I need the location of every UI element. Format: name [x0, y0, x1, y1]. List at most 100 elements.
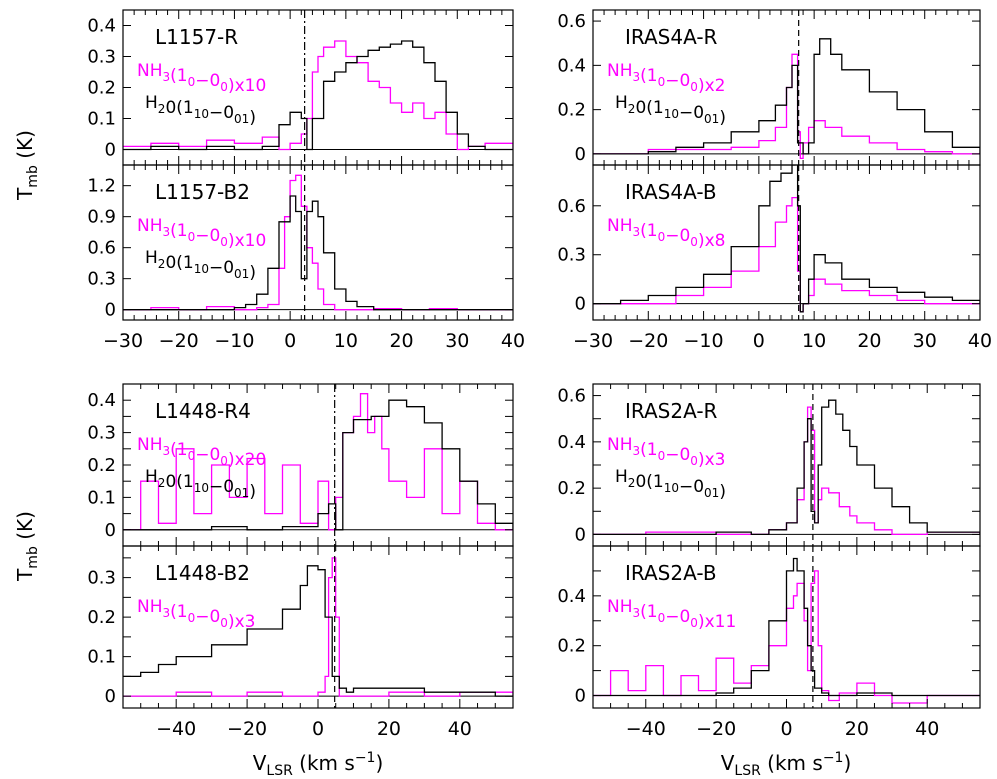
- y-tick-label: 0.3: [87, 568, 116, 589]
- nh3-spectrum: [593, 196, 980, 313]
- nh3-label: NH3(10−00)x8: [607, 216, 725, 251]
- y-tick-label: 0: [105, 520, 116, 541]
- nh3-label: NH3(10−00)x10: [137, 61, 266, 96]
- y-tick-label: 0.3: [557, 245, 586, 266]
- h2o-spectrum: [123, 565, 513, 697]
- y-tick-label: 0.3: [87, 47, 116, 68]
- y-tick-label: 0.2: [557, 636, 586, 657]
- y-axis-label-bottom: Tmb (K): [13, 511, 41, 582]
- y-tick-label: 0.6: [557, 196, 586, 217]
- y-tick-label: 0.2: [557, 478, 586, 499]
- x-tick-label: 0: [780, 718, 792, 740]
- y-tick-label: 0.2: [557, 100, 586, 121]
- h2o-label: H20(110−001): [145, 248, 256, 283]
- x-tick-label: −40: [626, 718, 666, 740]
- x-tick-label: 0: [312, 718, 324, 740]
- x-tick-label: 40: [501, 330, 525, 352]
- h2o-label: H20(110−001): [145, 467, 256, 502]
- y-tick-label: 0.1: [87, 487, 116, 508]
- x-tick-label: 30: [913, 330, 937, 352]
- panel-iras4a-r: 0 0.2 0.4 0.6 IRAS4A-R NH3(10−00)x2H20(110−00…: [557, 9, 981, 166]
- x-tick-label: 40: [448, 718, 472, 740]
- panel-title: IRAS4A-B: [625, 180, 717, 204]
- nh3-spectrum: [123, 40, 513, 151]
- x-tick-label: 10: [334, 330, 358, 352]
- x-tick-label: 10: [802, 330, 826, 352]
- panel-title: L1448-B2: [155, 561, 250, 585]
- x-tick-label: 20: [377, 718, 401, 740]
- nh3-spectrum: [593, 53, 980, 160]
- y-axis-label-top: Tmb (K): [13, 130, 41, 201]
- nh3-label: NH3(10−00)x3: [137, 597, 255, 632]
- y-tick-label: 0.6: [87, 238, 116, 259]
- x-tick-label: 20: [857, 330, 881, 352]
- h2o-spectrum: [123, 40, 513, 151]
- h2o-spectrum: [593, 399, 980, 536]
- h2o-label: H20(110−001): [615, 467, 726, 502]
- panel-iras2a-b: 0 0.2 0.4 −40 −20 0 20 40 IRAS2A-B NH3(10−00)x11: [557, 545, 981, 740]
- y-tick-label: 0.3: [87, 269, 116, 290]
- panel-l1448-b2: 0 0.1 0.2 0.3 −40 −20 0 20 40 L1448-B2 NH3(10−00)x…: [87, 545, 514, 740]
- h2o-spectrum: [593, 38, 980, 155]
- y-tick-label: 0.3: [87, 423, 116, 444]
- y-tick-label: 0.6: [557, 11, 586, 32]
- x-tick-label: 0: [284, 330, 296, 352]
- nh3-label: NH3(10−00)x3: [607, 435, 725, 470]
- h2o-spectrum: [123, 399, 513, 531]
- panel-title: IRAS2A-R: [625, 399, 718, 423]
- axis-labels: Tmb (K) Tmb (K) VLSR (km s−1) VLSR (km s−1): [13, 130, 851, 779]
- y-tick-label: 0.4: [557, 432, 586, 453]
- x-tick-label: −20: [227, 718, 267, 740]
- x-tick-label: −10: [684, 330, 724, 352]
- h2o-label: H20(110−001): [615, 93, 726, 128]
- nh3-spectrum: [123, 393, 513, 531]
- y-tick-label: 0: [575, 294, 586, 315]
- panel-l1448-r4: 0 0.1 0.2 0.3 0.4 L1448-R4 NH3(10−00)x20H20(11…: [87, 383, 514, 547]
- y-tick-label: 0: [105, 300, 116, 321]
- x-tick-label: −30: [103, 330, 143, 352]
- x-tick-label: 0: [753, 330, 765, 352]
- nh3-label: NH3(10−00)x2: [607, 61, 725, 96]
- y-tick-label: 0.4: [557, 586, 586, 607]
- h2o-spectrum: [593, 557, 980, 697]
- y-tick-label: 0.9: [87, 207, 116, 228]
- x-tick-label: 20: [845, 718, 869, 740]
- x-tick-label: 40: [968, 330, 992, 352]
- y-tick-label: 0.2: [87, 607, 116, 628]
- panel-l1157-b2: 0 0.3 0.6 0.9 1.2 −30 −20 −10 0 10 20 30 40 L1157-B2 N…: [87, 164, 525, 352]
- y-tick-label: 0.6: [557, 386, 586, 407]
- x-tick-label: −30: [573, 330, 613, 352]
- nh3-label: NH3(10−00)x20: [137, 435, 266, 470]
- y-tick-label: 0: [575, 524, 586, 545]
- x-tick-label: −40: [156, 718, 196, 740]
- panels: 00.10.20.30.4 L1157-RNH3(10−00)x10H20(110…: [87, 9, 992, 740]
- panel-title: IRAS4A-R: [625, 25, 718, 49]
- panel-frame: [122, 164, 514, 321]
- y-tick-label: 0.4: [87, 16, 116, 37]
- panel-title: L1448-R4: [155, 399, 251, 423]
- x-tick-label: 20: [389, 330, 413, 352]
- y-tick-label: 0: [575, 686, 586, 707]
- y-tick-label: 0.2: [87, 78, 116, 99]
- x-tick-label: 40: [915, 718, 939, 740]
- panel-iras2a-r: 0 0.2 0.4 0.6 IRAS2A-R NH3(10−00)x3H20(110−00…: [557, 383, 981, 547]
- h2o-spectrum: [593, 165, 980, 313]
- x-tick-label: −20: [696, 718, 736, 740]
- panel-l1157-r: 0 0.1 0.2 0.3 0.4 L1157-R NH3(10−00)x10H20(110…: [87, 9, 514, 166]
- panel-frame: [592, 164, 981, 321]
- x-tick-label: −20: [628, 330, 668, 352]
- y-tick-label: 0: [105, 686, 116, 707]
- x-axis-label-right: VLSR (km s−1): [721, 750, 852, 779]
- panel-title: L1157-R: [155, 25, 238, 49]
- y-tick-label: 0.4: [87, 390, 116, 411]
- y-tick-label: 0.1: [87, 647, 116, 668]
- nh3-label: NH3(10−00)x11: [607, 597, 736, 632]
- panel-title: L1157-B2: [155, 180, 250, 204]
- nh3-label: NH3(10−00)x10: [137, 216, 266, 251]
- y-tick-label: 0: [105, 140, 116, 161]
- y-tick-label: 0: [575, 144, 586, 165]
- x-tick-label: −20: [159, 330, 199, 352]
- nh3-spectrum: [593, 406, 980, 536]
- x-tick-label: 30: [445, 330, 469, 352]
